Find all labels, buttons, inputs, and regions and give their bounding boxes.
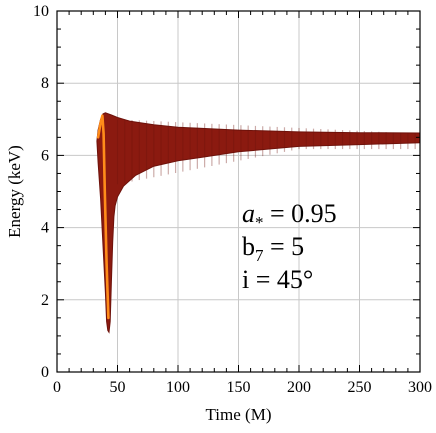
- tick-labels: 0 50 100 150 200 250 300 0 2 4 6 8 10: [33, 3, 432, 396]
- x-tick-label: 150: [227, 379, 251, 396]
- annotation-line: a* = 0.95: [242, 199, 337, 232]
- annotation-line: b7 = 5: [242, 232, 304, 265]
- band-area: [96, 112, 421, 334]
- y-axis-label: Energy (keV): [5, 145, 24, 238]
- grid: [57, 11, 420, 372]
- x-tick-label: 50: [110, 379, 126, 396]
- band-texture: [116, 119, 416, 185]
- x-tick-label: 100: [166, 379, 190, 396]
- axis-ticks: [56, 10, 421, 373]
- energy-band: [96, 112, 421, 334]
- x-tick-label: 0: [53, 379, 61, 396]
- x-tick-label: 200: [287, 379, 311, 396]
- x-tick-label: 250: [348, 379, 372, 396]
- x-axis-label: Time (M): [206, 405, 272, 424]
- y-tick-label: 6: [41, 147, 49, 164]
- y-tick-label: 8: [41, 75, 49, 92]
- y-tick-label: 2: [41, 292, 49, 309]
- band-highlight: [96, 114, 110, 320]
- x-tick-label: 300: [408, 379, 432, 396]
- y-tick-label: 4: [41, 220, 49, 237]
- annotation-line: i = 45°: [242, 265, 313, 294]
- y-tick-label: 10: [33, 3, 49, 20]
- y-tick-label: 0: [41, 364, 49, 381]
